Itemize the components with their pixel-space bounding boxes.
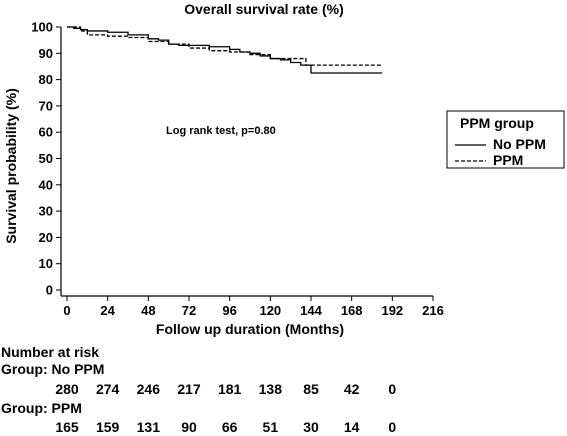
y-axis: 0 10 20 30 40 50 60 70 80 90 100 bbox=[31, 20, 62, 298]
chart-title: Overall survival rate (%) bbox=[184, 1, 344, 17]
risk-count: 90 bbox=[181, 419, 197, 435]
risk-count: 30 bbox=[303, 419, 319, 435]
y-tick-label: 30 bbox=[39, 204, 53, 219]
y-tick-label: 80 bbox=[39, 72, 53, 87]
legend-no-ppm-label: No PPM bbox=[493, 136, 546, 152]
risk-count: 138 bbox=[258, 381, 282, 397]
risk-group-label-no-ppm: Group: No PPM bbox=[1, 361, 105, 377]
risk-count: 51 bbox=[262, 419, 279, 435]
risk-count: 246 bbox=[136, 381, 160, 397]
y-tick-label: 100 bbox=[31, 20, 53, 35]
risk-heading-row: Number at risk bbox=[0, 344, 567, 361]
y-tick-label: 90 bbox=[39, 46, 53, 61]
x-tick-label: 168 bbox=[341, 303, 363, 318]
y-tick-label: 60 bbox=[39, 125, 53, 140]
x-tick-label: 120 bbox=[259, 303, 281, 318]
risk-count: 85 bbox=[303, 381, 319, 397]
y-axis-label: Survival probability (%) bbox=[3, 88, 19, 244]
x-tick-label: 48 bbox=[141, 303, 155, 318]
legend-ppm-label: PPM bbox=[493, 152, 523, 168]
survival-curve-no-ppm bbox=[67, 26, 383, 74]
risk-count: 217 bbox=[177, 381, 201, 397]
risk-group-label-ppm: Group: PPM bbox=[1, 400, 82, 416]
risk-count: 42 bbox=[343, 381, 360, 397]
x-tick-label: 144 bbox=[300, 303, 322, 318]
risk-count: 0 bbox=[388, 381, 397, 397]
risk-heading: Number at risk bbox=[1, 344, 100, 360]
risk-count: 14 bbox=[343, 419, 360, 435]
risk-count: 181 bbox=[217, 381, 242, 397]
y-tick-label: 0 bbox=[46, 283, 53, 298]
risk-group-label-row: Group: PPM bbox=[0, 400, 567, 417]
x-axis: 0 24 48 72 96 120 144 168 192 216 bbox=[61, 295, 444, 318]
x-tick-label: 216 bbox=[422, 303, 444, 318]
risk-count: 66 bbox=[221, 419, 238, 435]
risk-count: 274 bbox=[95, 381, 120, 397]
survival-chart: Overall survival rate (%) 0 10 20 30 40 50 60 7… bbox=[3, 1, 565, 337]
legend: PPM group No PPM PPM bbox=[446, 110, 565, 169]
number-at-risk-table: Number at risk Group: No PPM 280 274 246 21… bbox=[0, 343, 567, 435]
risk-count: 280 bbox=[55, 381, 79, 397]
series-layer bbox=[67, 26, 383, 74]
legend-box bbox=[446, 110, 565, 169]
risk-count: 0 bbox=[388, 419, 397, 435]
risk-count: 165 bbox=[55, 419, 79, 435]
y-tick-label: 70 bbox=[39, 98, 53, 113]
x-tick-label: 96 bbox=[222, 303, 236, 318]
x-tick-label: 0 bbox=[63, 303, 70, 318]
x-tick-label: 192 bbox=[381, 303, 403, 318]
y-tick-label: 40 bbox=[39, 177, 53, 192]
x-tick-label: 24 bbox=[100, 303, 115, 318]
x-tick-label: 72 bbox=[182, 303, 196, 318]
survival-curve-ppm bbox=[67, 26, 383, 66]
risk-count: 159 bbox=[95, 419, 120, 435]
y-tick-label: 50 bbox=[39, 151, 53, 166]
y-tick-label: 20 bbox=[39, 230, 53, 245]
x-axis-label: Follow up duration (Months) bbox=[156, 321, 344, 337]
y-tick-label: 10 bbox=[39, 256, 53, 271]
legend-title: PPM group bbox=[460, 115, 534, 131]
risk-values-row-no-ppm: 280 274 246 217 181 138 85 42 0 bbox=[0, 381, 567, 398]
risk-group-label-row: Group: No PPM bbox=[0, 361, 567, 378]
log-rank-annotation: Log rank test, p=0.80 bbox=[166, 125, 276, 137]
risk-values-row-ppm: 165 159 131 90 66 51 30 14 0 bbox=[0, 419, 567, 436]
risk-count: 131 bbox=[136, 419, 160, 435]
